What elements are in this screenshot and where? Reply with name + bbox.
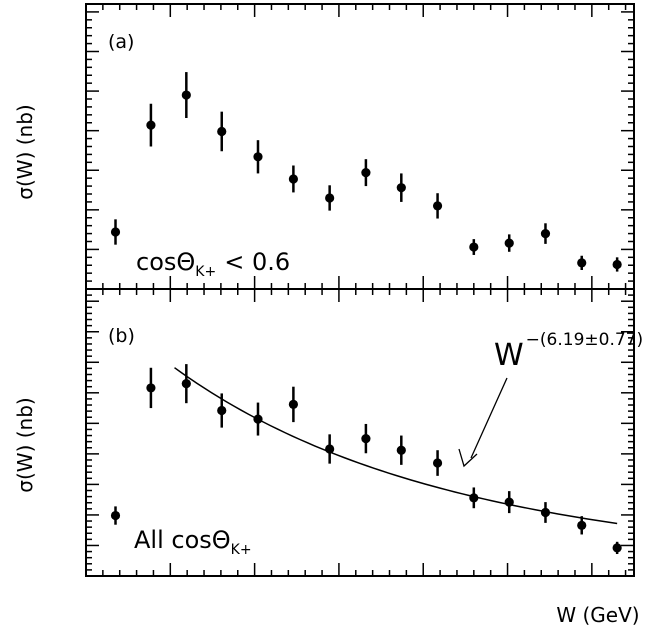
y-axis-title-a: σ(W) (nb): [13, 104, 37, 199]
data-point-a: [217, 126, 227, 137]
panel-label-a: (a): [108, 31, 134, 53]
data-point-a: [110, 227, 121, 237]
fit-curve: [174, 367, 618, 525]
panel-b: (b) All cosΘK+ σ(W) (nb) W (GeV) W −(6.19…: [13, 288, 643, 627]
panel-label-b: (b): [108, 325, 135, 347]
data-point-a: [577, 258, 587, 268]
condition-label-b: All cosΘK+: [134, 526, 252, 558]
panel-a: (a) cosΘK+ < 0.6 σ(W) (nb): [13, 3, 635, 290]
data-point-b: [361, 434, 371, 444]
data-point-b: [577, 520, 587, 530]
data-point-a: [469, 242, 479, 252]
data-point-b: [432, 458, 443, 468]
data-point-a: [396, 183, 406, 193]
data-point-a: [504, 238, 514, 248]
data-point-b: [146, 383, 156, 393]
data-point-b: [612, 543, 622, 553]
plot-frame-b: [85, 288, 635, 577]
data-point-b: [396, 445, 406, 455]
condition-sub-a: K+: [195, 264, 216, 280]
y-axis-title-b: σ(W) (nb): [13, 397, 37, 492]
data-point-a: [288, 174, 298, 184]
x-axis-title: W (GeV): [556, 603, 639, 627]
data-point-a: [540, 228, 551, 239]
data-point-b: [288, 399, 298, 410]
condition-text-a: cosΘ: [136, 248, 195, 276]
data-point-a: [146, 120, 156, 130]
condition-text-b: All cosΘ: [134, 526, 231, 554]
fit-label-base: W: [494, 338, 524, 373]
data-point-b: [110, 510, 121, 521]
fit-label: W −(6.19±0.77): [494, 330, 643, 373]
data-point-a: [361, 168, 371, 178]
data-point-a: [325, 193, 335, 203]
data-point-a: [253, 152, 263, 162]
data-point-a: [612, 259, 622, 270]
plot-frame-a: [85, 3, 635, 290]
data-point-a: [432, 201, 443, 211]
fit-arrow: [458, 377, 508, 468]
data-point-b: [540, 507, 551, 518]
condition-label-a: cosΘK+ < 0.6: [136, 248, 290, 280]
condition-suffix-a: < 0.6: [224, 248, 290, 276]
data-point-b: [217, 405, 227, 416]
condition-sub-b: K+: [231, 542, 252, 558]
fit-label-exp: −(6.19±0.77): [526, 330, 643, 350]
data-point-a: [181, 90, 191, 100]
data-point-b: [181, 379, 191, 389]
